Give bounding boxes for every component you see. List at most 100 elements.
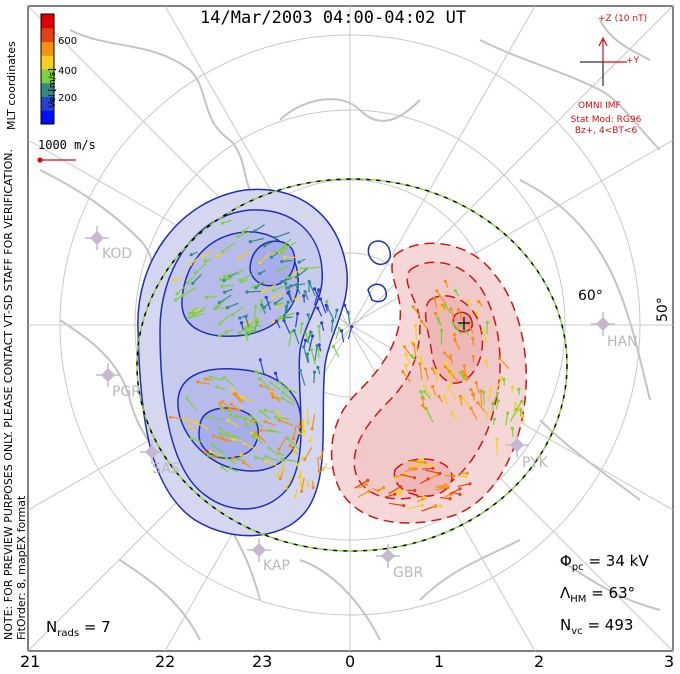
velocity-vector bbox=[274, 231, 290, 239]
velocity-vector-origin bbox=[448, 372, 452, 376]
velocity-vector-origin bbox=[462, 364, 466, 368]
velocity-vector bbox=[404, 353, 411, 364]
velocity-vector-origin bbox=[443, 361, 447, 365]
velocity-vector bbox=[229, 407, 242, 411]
velocity-vector-origin bbox=[502, 377, 506, 382]
velocity-vector bbox=[495, 377, 503, 391]
velocity-vector bbox=[412, 306, 421, 317]
velocity-vector bbox=[189, 313, 205, 318]
hm-boundary bbox=[136, 178, 568, 552]
velocity-vector-origin bbox=[410, 354, 414, 358]
velocity-vector bbox=[407, 504, 423, 510]
velocity-vector-origin bbox=[271, 295, 275, 300]
velocity-vector-origin bbox=[452, 332, 457, 337]
velocity-vector-origin bbox=[424, 367, 428, 371]
velocity-vector-origin bbox=[398, 492, 402, 496]
velocity-vector-origin bbox=[228, 406, 232, 411]
station-gbr: GBR bbox=[393, 565, 424, 581]
velocity-vector-origin bbox=[279, 250, 284, 254]
velocity-vector-origin bbox=[218, 322, 222, 326]
velocity-vector-origin bbox=[236, 457, 240, 461]
velocity-vector bbox=[475, 382, 480, 394]
velocity-vector-origin bbox=[285, 276, 289, 280]
velocity-vector bbox=[299, 370, 306, 386]
velocity-vector-origin bbox=[448, 354, 453, 358]
velocity-vector-origin bbox=[277, 451, 281, 455]
velocity-vector bbox=[402, 371, 411, 383]
velocity-vector-origin bbox=[222, 274, 227, 279]
velocity-vector-origin bbox=[293, 495, 297, 499]
velocity-vector-origin bbox=[269, 255, 273, 259]
velocity-vector-origin bbox=[303, 290, 307, 294]
velocity-vector-origin bbox=[446, 384, 450, 388]
velocity-vector-origin bbox=[225, 330, 229, 334]
velocity-vector-origin bbox=[297, 425, 301, 429]
velocity-vector-origin bbox=[437, 394, 441, 399]
velocity-vector bbox=[389, 502, 404, 507]
velocity-vector bbox=[493, 393, 499, 403]
velocity-vector-origin bbox=[461, 396, 465, 401]
velocity-vector bbox=[219, 314, 230, 325]
velocity-vector bbox=[206, 295, 218, 299]
velocity-vector-origin bbox=[404, 363, 408, 367]
velocity-vector bbox=[409, 463, 423, 468]
velocity-vector-origin bbox=[222, 278, 226, 283]
velocity-vector-origin bbox=[200, 254, 205, 259]
velocity-vector-origin bbox=[276, 268, 280, 273]
colorbar-segment bbox=[41, 110, 54, 125]
velocity-vector-origin bbox=[450, 411, 454, 415]
velocity-vector-origin bbox=[186, 281, 190, 285]
velocity-vector bbox=[283, 238, 292, 247]
velocity-vector-origin bbox=[496, 391, 500, 395]
velocity-vector-origin bbox=[288, 444, 292, 448]
velocity-vector-origin bbox=[316, 347, 320, 351]
velocity-vector-origin bbox=[433, 297, 437, 301]
velocity-vector bbox=[306, 332, 312, 343]
velocity-vector-origin bbox=[282, 319, 286, 323]
velocity-vector-origin bbox=[444, 483, 448, 487]
velocity-vector-origin bbox=[270, 392, 274, 396]
velocity-vector-origin bbox=[496, 399, 500, 403]
velocity-vector-origin bbox=[189, 262, 193, 266]
velocity-vector-origin bbox=[297, 260, 301, 264]
velocity-vector-origin bbox=[458, 487, 462, 491]
velocity-vector bbox=[414, 325, 418, 341]
velocity-vector bbox=[283, 320, 291, 334]
velocity-colorbar bbox=[40, 13, 55, 125]
velocity-vector bbox=[287, 437, 300, 450]
velocity-vector-origin bbox=[475, 310, 479, 314]
velocity-vector-origin bbox=[430, 464, 434, 468]
velocity-vector-origin bbox=[187, 311, 192, 315]
velocity-vector-origin bbox=[273, 301, 277, 305]
velocity-vector bbox=[400, 473, 415, 479]
velocity-vector bbox=[278, 436, 288, 450]
velocity-vector-origin bbox=[293, 272, 297, 276]
velocity-vector bbox=[227, 302, 239, 309]
velocity-vector bbox=[221, 437, 233, 443]
velocity-vector bbox=[496, 439, 498, 455]
velocity-vector-origin bbox=[244, 333, 248, 337]
velocity-vector bbox=[275, 416, 290, 420]
velocity-vector-origin bbox=[485, 411, 489, 415]
velocity-vector-origin bbox=[419, 319, 423, 323]
velocity-vector-origin bbox=[320, 321, 324, 325]
velocity-vector bbox=[314, 345, 318, 361]
velocity-vector-origin bbox=[468, 482, 472, 486]
colorbar-label: Vel [m/s] bbox=[48, 68, 58, 108]
velocity-vector bbox=[259, 359, 265, 375]
velocity-vector-origin bbox=[306, 313, 310, 317]
velocity-vector bbox=[260, 410, 272, 420]
velocity-vector bbox=[239, 274, 253, 281]
velocity-vector-origin bbox=[269, 381, 273, 385]
velocity-vector bbox=[424, 386, 432, 397]
velocity-vector-origin bbox=[174, 298, 178, 302]
velocity-vector bbox=[413, 344, 417, 357]
velocity-vector bbox=[318, 326, 321, 342]
velocity-vector bbox=[173, 277, 184, 281]
velocity-vector-origin bbox=[236, 234, 240, 239]
velocity-vector-origin bbox=[312, 370, 317, 374]
velocity-vector-origin bbox=[222, 375, 226, 380]
velocity-vector bbox=[186, 397, 197, 410]
velocity-vector-origin bbox=[278, 476, 282, 480]
velocity-vector bbox=[246, 290, 263, 293]
